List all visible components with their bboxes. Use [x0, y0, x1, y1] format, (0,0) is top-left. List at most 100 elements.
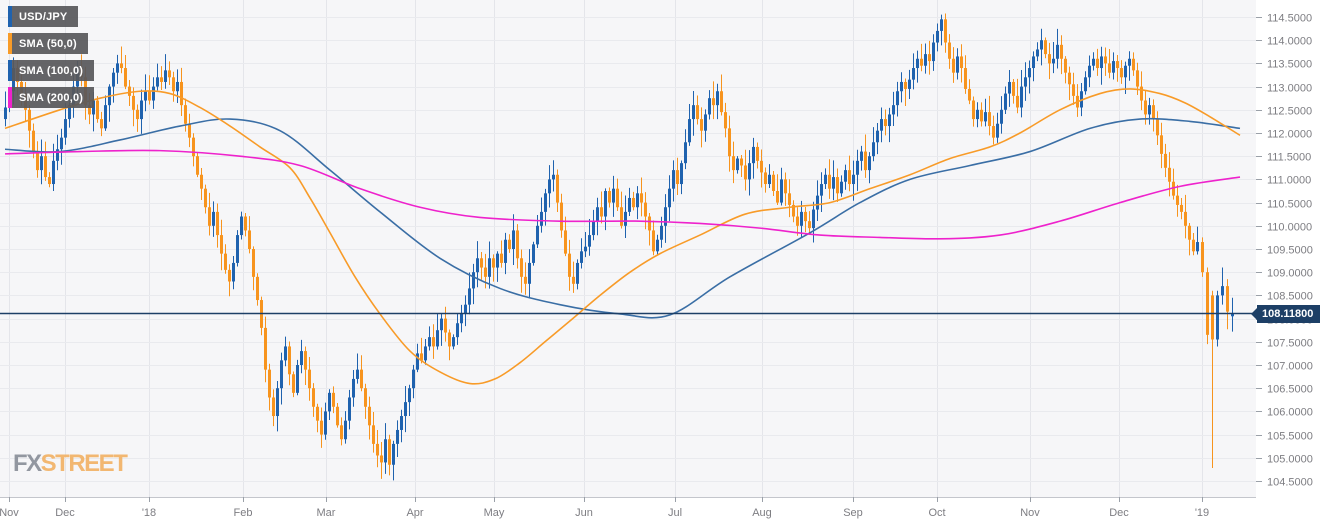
x-axis-label: May	[484, 507, 505, 519]
candle-body	[972, 100, 975, 120]
candle-body	[164, 70, 167, 82]
candle-body	[808, 221, 811, 229]
candle-body	[208, 207, 211, 226]
candle-body	[976, 109, 979, 120]
candle-body	[648, 216, 651, 231]
candle-body	[56, 149, 59, 161]
candle-body	[4, 107, 7, 120]
candle-body	[292, 374, 295, 393]
candle-body	[584, 246, 587, 252]
candle-body	[736, 158, 739, 171]
candle-body	[544, 193, 547, 212]
symbol-color-bar	[8, 6, 12, 27]
candle-body	[832, 177, 835, 189]
candle-body	[44, 156, 47, 178]
candle-body	[1060, 44, 1063, 59]
candle-body	[932, 42, 935, 62]
candle-body	[124, 68, 127, 87]
candle-body	[196, 156, 199, 175]
candle-body	[88, 105, 91, 115]
candle-body	[876, 130, 879, 143]
candle-body	[232, 262, 235, 282]
candle-body	[200, 174, 203, 189]
candle-body	[896, 91, 899, 106]
candle-body	[636, 193, 639, 208]
candle-body	[476, 258, 479, 273]
candle-body	[180, 81, 183, 106]
candle-body	[1160, 135, 1163, 154]
candle-body	[1128, 58, 1131, 66]
candle-body	[820, 184, 823, 196]
candle-body	[816, 195, 819, 210]
candle-body	[504, 239, 507, 263]
y-axis-label: 106.0000	[1267, 407, 1313, 419]
candle-body	[1040, 40, 1043, 50]
candle-body	[920, 58, 923, 66]
candle-body	[672, 170, 675, 189]
candle-body	[804, 211, 807, 222]
candle-body	[900, 81, 903, 92]
x-axis-label: Dec	[1109, 507, 1129, 519]
candle-body	[1180, 204, 1183, 212]
x-axis-label: Jun	[575, 507, 593, 519]
candle-body	[796, 216, 799, 226]
candle-body	[572, 276, 575, 284]
candle-body	[596, 207, 599, 222]
y-axis-label: 104.5000	[1267, 477, 1313, 489]
candle-body	[484, 267, 487, 277]
candle-body	[40, 156, 43, 171]
candle-body	[716, 91, 719, 106]
candle-body	[168, 70, 171, 78]
candle-body	[1024, 77, 1027, 87]
candle-body	[1088, 65, 1091, 78]
candle-body	[848, 170, 851, 185]
candle-body	[748, 163, 751, 180]
candle-body	[116, 63, 119, 73]
candle-body	[360, 369, 363, 389]
candle-body	[448, 332, 451, 347]
sma200-color-bar	[8, 87, 12, 108]
y-axis-label: 112.0000	[1267, 129, 1312, 141]
candle-body	[312, 388, 315, 407]
candle-body	[1020, 86, 1023, 108]
candle-body	[824, 174, 827, 185]
candle-body	[760, 160, 763, 173]
candle-body	[512, 230, 515, 249]
candle-body	[1112, 61, 1115, 73]
candle-body	[472, 272, 475, 289]
candle-body	[692, 105, 695, 120]
candle-body	[1184, 211, 1187, 226]
sma200-badge: SMA (200,0)	[8, 87, 95, 108]
candle-body	[724, 112, 727, 129]
x-axis-label: Feb	[234, 507, 253, 519]
candle-body	[388, 439, 391, 465]
candle-body	[236, 235, 239, 263]
candle-body	[268, 369, 271, 398]
candle-body	[216, 211, 219, 236]
candle-body	[712, 98, 715, 106]
candle-body	[380, 455, 383, 463]
candle-body	[272, 397, 275, 417]
candle-body	[172, 77, 175, 92]
candle-body	[456, 323, 459, 338]
x-axis-label: '19	[1195, 507, 1209, 519]
candle-body	[916, 58, 919, 69]
candle-body	[752, 146, 755, 164]
candle-body	[328, 392, 331, 412]
candle-body	[792, 204, 795, 217]
candle-body	[276, 388, 279, 417]
candle-body	[892, 105, 895, 115]
candle-body	[420, 353, 423, 361]
plot-area[interactable]	[0, 0, 1256, 497]
candle-body	[940, 19, 943, 31]
sma100-badge: SMA (100,0)	[8, 60, 95, 81]
candle-body	[1164, 153, 1167, 168]
candle-body	[460, 313, 463, 324]
candle-body	[1084, 77, 1087, 92]
candle-body	[356, 369, 359, 379]
candle-body	[996, 123, 999, 138]
candle-body	[576, 262, 579, 284]
candle-body	[1032, 56, 1035, 69]
candle-body	[884, 119, 887, 127]
